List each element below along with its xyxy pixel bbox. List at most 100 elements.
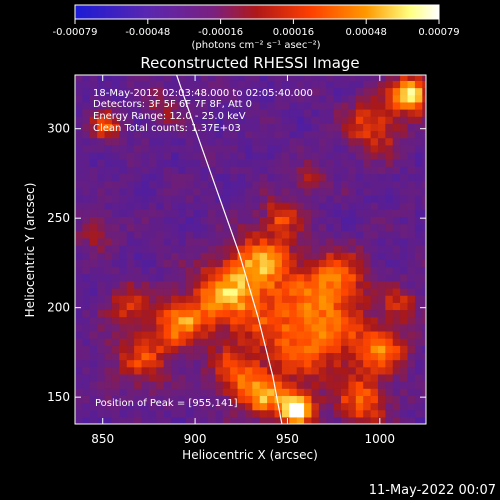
heatmap-cell [82, 338, 91, 346]
heatmap-cell [208, 123, 216, 132]
heatmap-cell [341, 416, 350, 424]
heatmap-cell [237, 187, 246, 196]
heatmap-cell [156, 302, 165, 311]
heatmap-cell [296, 273, 305, 282]
heatmap-cell [237, 80, 246, 89]
heatmap-cell [208, 402, 216, 411]
heatmap-cell [267, 352, 276, 361]
heatmap-cell [104, 237, 113, 246]
heatmap-cell [363, 80, 372, 89]
heatmap-cell [385, 388, 394, 396]
heatmap-cell [126, 330, 135, 339]
heatmap-cell [163, 180, 172, 189]
heatmap-cell [185, 230, 194, 239]
heatmap-cell [400, 287, 409, 296]
heatmap-cell [134, 223, 143, 232]
colorbar-tick-label: -0.00048 [125, 27, 170, 38]
heatmap-cell [208, 273, 216, 282]
heatmap-cell [311, 330, 320, 339]
heatmap-cell [200, 202, 209, 210]
heatmap-cell [414, 230, 423, 239]
heatmap-cell [333, 416, 342, 424]
heatmap-cell [304, 237, 313, 246]
heatmap-cell [318, 123, 327, 132]
heatmap-cell [119, 101, 128, 110]
heatmap-cell [385, 87, 394, 96]
heatmap-cell [311, 230, 320, 239]
heatmap-cell [111, 402, 120, 411]
heatmap-cell [281, 223, 290, 232]
heatmap-cell [407, 180, 416, 189]
heatmap-cell [422, 80, 426, 89]
heatmap-cell [163, 130, 172, 139]
heatmap-cell [104, 338, 113, 346]
heatmap-cell [215, 123, 224, 132]
heatmap-cell [97, 352, 106, 361]
heatmap-cell [363, 144, 372, 153]
heatmap-cell [289, 101, 298, 110]
heatmap-cell [370, 395, 379, 404]
heatmap-cell [200, 409, 209, 418]
heatmap-cell [355, 230, 364, 239]
heatmap-cell [333, 302, 342, 311]
heatmap-cell [281, 381, 290, 389]
heatmap-cell [141, 216, 150, 225]
heatmap-cell [281, 159, 290, 167]
heatmap-cell [193, 359, 202, 368]
heatmap-cell [326, 159, 335, 167]
heatmap-cell [97, 323, 106, 332]
heatmap-cell [119, 173, 128, 182]
heatmap-cell [185, 338, 194, 346]
heatmap-cell [267, 94, 276, 103]
heatmap-cell [281, 359, 290, 368]
heatmap-cell [97, 273, 106, 282]
heatmap-cell [97, 402, 106, 411]
heatmap-cell [178, 366, 187, 375]
heatmap-cell [311, 345, 320, 354]
heatmap-cell [222, 187, 231, 196]
heatmap-cell [341, 159, 350, 167]
heatmap-cell [163, 287, 172, 296]
heatmap-cell [148, 259, 157, 268]
heatmap-cell [111, 280, 120, 289]
heatmap-cell [400, 295, 409, 303]
heatmap-cell [75, 381, 83, 389]
heatmap-cell [252, 388, 261, 396]
heatmap-cell [252, 180, 261, 189]
heatmap-cell [82, 159, 91, 167]
heatmap-cell [163, 295, 172, 303]
heatmap-cell [311, 388, 320, 396]
heatmap-cell [281, 75, 290, 81]
heatmap-cell [178, 75, 187, 81]
heatmap-cell [289, 338, 298, 346]
heatmap-cell [363, 373, 372, 382]
heatmap-cell [200, 75, 209, 81]
heatmap-cell [363, 180, 372, 189]
heatmap-cell [104, 101, 113, 110]
heatmap-cell [148, 402, 157, 411]
heatmap-cell [281, 202, 290, 210]
heatmap-cell [222, 295, 231, 303]
heatmap-cell [89, 302, 98, 311]
heatmap-cell [326, 416, 335, 424]
heatmap-cell [119, 409, 128, 418]
heatmap-cell [230, 116, 239, 124]
heatmap-cell [296, 87, 305, 96]
heatmap-cell [333, 75, 342, 81]
heatmap-cell [392, 202, 401, 210]
heatmap-cell [326, 395, 335, 404]
heatmap-cell [148, 309, 157, 318]
heatmap-cell [414, 166, 423, 175]
heatmap-cell [407, 287, 416, 296]
heatmap-cell [141, 316, 150, 325]
heatmap-cell [414, 388, 423, 396]
heatmap-cell [333, 116, 342, 124]
heatmap-cell [208, 330, 216, 339]
heatmap-cell [370, 130, 379, 139]
heatmap-cell [215, 130, 224, 139]
heatmap-cell [111, 366, 120, 375]
heatmap-cell [377, 237, 386, 246]
heatmap-cell [222, 223, 231, 232]
heatmap-cell [422, 159, 426, 167]
heatmap-cell [377, 130, 386, 139]
